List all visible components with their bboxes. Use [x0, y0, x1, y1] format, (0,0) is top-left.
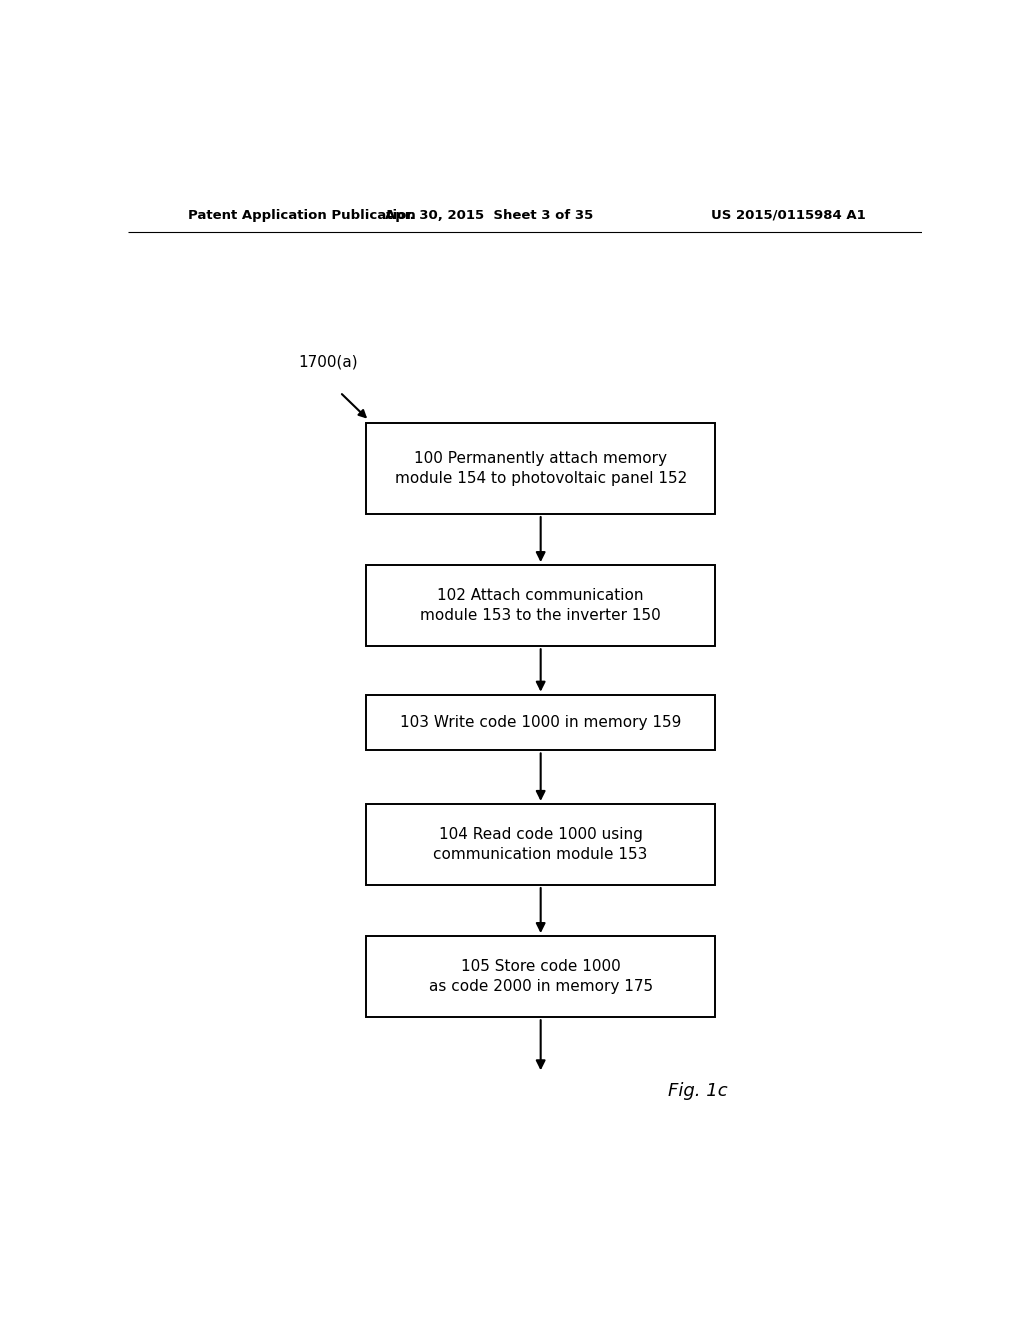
FancyBboxPatch shape: [367, 936, 715, 1018]
FancyBboxPatch shape: [367, 694, 715, 751]
Text: Apr. 30, 2015  Sheet 3 of 35: Apr. 30, 2015 Sheet 3 of 35: [385, 209, 593, 222]
Text: 1700(a): 1700(a): [299, 354, 358, 370]
FancyBboxPatch shape: [367, 804, 715, 886]
FancyBboxPatch shape: [367, 422, 715, 515]
FancyBboxPatch shape: [367, 565, 715, 647]
Text: 102 Attach communication
module 153 to the inverter 150: 102 Attach communication module 153 to t…: [420, 587, 662, 623]
Text: 100 Permanently attach memory
module 154 to photovoltaic panel 152: 100 Permanently attach memory module 154…: [394, 450, 687, 486]
Text: 103 Write code 1000 in memory 159: 103 Write code 1000 in memory 159: [400, 715, 681, 730]
Text: Fig. 1c: Fig. 1c: [668, 1082, 727, 1101]
Text: 104 Read code 1000 using
communication module 153: 104 Read code 1000 using communication m…: [433, 826, 648, 862]
Text: Patent Application Publication: Patent Application Publication: [187, 209, 416, 222]
Text: 105 Store code 1000
as code 2000 in memory 175: 105 Store code 1000 as code 2000 in memo…: [429, 958, 652, 994]
Text: US 2015/0115984 A1: US 2015/0115984 A1: [712, 209, 866, 222]
